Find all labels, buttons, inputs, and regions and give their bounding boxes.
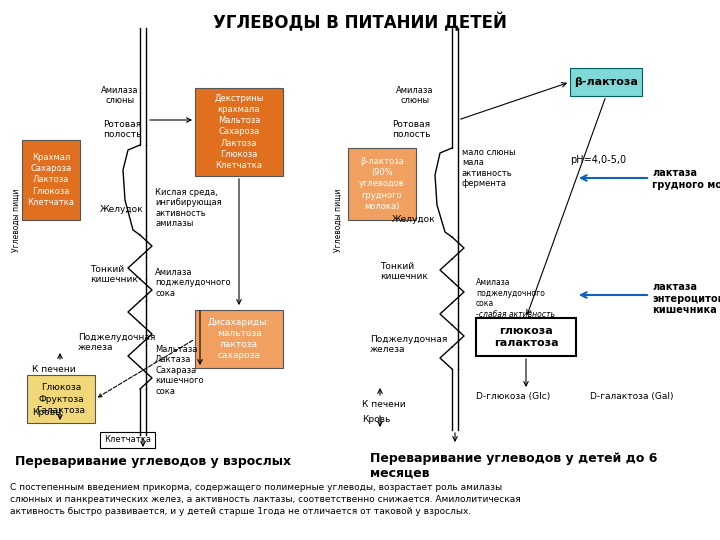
- Text: Дисахариды:
мальтоза
лактоза
сахароза: Дисахариды: мальтоза лактоза сахароза: [208, 318, 270, 360]
- Text: pH=4,0-5,0: pH=4,0-5,0: [570, 155, 626, 165]
- Text: Кислая среда,
ингибирующая
активность
амилазы: Кислая среда, ингибирующая активность ам…: [155, 188, 222, 228]
- Text: D-глюкоза (Glc): D-глюкоза (Glc): [476, 392, 550, 401]
- Text: Клетчатка: Клетчатка: [104, 435, 151, 444]
- Text: Поджелудочная
железа: Поджелудочная железа: [78, 333, 156, 353]
- FancyBboxPatch shape: [22, 140, 80, 220]
- Text: Декстрины
крахмала
Мальтоза
Сахароза
Лактоза
Глюкоза
Клетчатка: Декстрины крахмала Мальтоза Сахароза Лак…: [215, 94, 264, 170]
- Text: С постепенным введением прикорма, содержащего полимерные углеводы, возрастает ро: С постепенным введением прикорма, содерж…: [10, 483, 521, 516]
- Text: Крахмал
Сахароза
Лактоза
Глюкоза
Клетчатка: Крахмал Сахароза Лактоза Глюкоза Клетчат…: [27, 153, 74, 207]
- Text: Поджелудочная
железа: Поджелудочная железа: [370, 335, 447, 354]
- Text: Кровь: Кровь: [32, 408, 60, 417]
- FancyBboxPatch shape: [27, 375, 95, 423]
- Text: Амилаза
слюны: Амилаза слюны: [102, 86, 139, 105]
- Text: лактаза
грудного молока: лактаза грудного молока: [652, 168, 720, 190]
- Text: Мальтаза
Лактаза
Сахараза
кишечного
сока: Мальтаза Лактаза Сахараза кишечного сока: [155, 345, 204, 396]
- Text: К печени: К печени: [32, 365, 76, 374]
- Text: Желудок: Желудок: [100, 205, 143, 214]
- Text: К печени: К печени: [362, 400, 405, 409]
- Text: Глюкоза
Фруктоза
Галактоза: Глюкоза Фруктоза Галактоза: [37, 383, 86, 415]
- Text: D-галактоза (Gal): D-галактоза (Gal): [590, 392, 673, 401]
- Text: β-лактоза
(90%
углеводов
грудного
молока): β-лактоза (90% углеводов грудного молока…: [359, 157, 405, 211]
- Text: глюкоза
галактоза: глюкоза галактоза: [494, 326, 558, 348]
- Text: Амилаза
поджелудочного
сока: Амилаза поджелудочного сока: [155, 268, 230, 298]
- Text: Амилаза
поджелудочного
сока: Амилаза поджелудочного сока: [476, 278, 545, 308]
- Text: Тонкий
кишечник: Тонкий кишечник: [90, 265, 138, 285]
- Text: β-лактоза: β-лактоза: [574, 77, 638, 87]
- FancyBboxPatch shape: [195, 310, 283, 368]
- Text: Ротовая
полость: Ротовая полость: [392, 120, 431, 139]
- FancyBboxPatch shape: [476, 318, 576, 356]
- Text: Углеводы пищи: Углеводы пищи: [333, 188, 343, 252]
- FancyBboxPatch shape: [195, 88, 283, 176]
- Text: Ротовая
полость: Ротовая полость: [103, 120, 142, 139]
- Text: Тонкий
кишечник: Тонкий кишечник: [380, 262, 428, 281]
- Text: Кровь: Кровь: [362, 415, 390, 424]
- Text: УГЛЕВОДЫ В ПИТАНИИ ДЕТЕЙ: УГЛЕВОДЫ В ПИТАНИИ ДЕТЕЙ: [213, 13, 507, 32]
- Text: Амилаза
слюны: Амилаза слюны: [396, 86, 433, 105]
- FancyBboxPatch shape: [570, 68, 642, 96]
- FancyBboxPatch shape: [348, 148, 416, 220]
- Text: мало слюны
мала
активность
фермента: мало слюны мала активность фермента: [462, 148, 516, 188]
- Text: Углеводы пищи: Углеводы пищи: [12, 188, 20, 252]
- Text: Переваривание углеводов у взрослых: Переваривание углеводов у взрослых: [15, 455, 291, 468]
- Text: Переваривание углеводов у детей до 6
месяцев: Переваривание углеводов у детей до 6 мес…: [370, 452, 657, 480]
- FancyBboxPatch shape: [100, 432, 155, 448]
- Text: лактаза
энтероцитов
кишечника: лактаза энтероцитов кишечника: [652, 282, 720, 315]
- Text: Желудок: Желудок: [392, 215, 436, 224]
- Text: -слабая активность: -слабая активность: [476, 310, 555, 319]
